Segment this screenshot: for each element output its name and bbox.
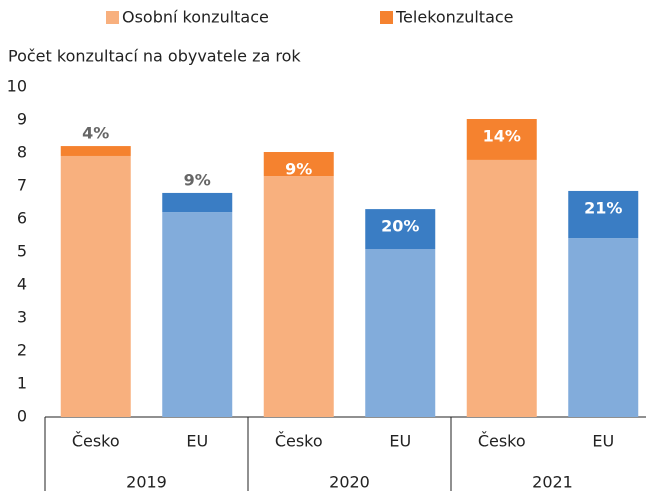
y-tick-label: 0 (17, 407, 27, 426)
bar-segment (466, 159, 537, 417)
y-tick-label: 2 (17, 341, 27, 360)
y-tick-label: 7 (17, 176, 27, 195)
legend-swatch (380, 11, 393, 24)
legend-swatch (106, 11, 119, 24)
bar-segment (263, 152, 334, 177)
y-tick-label: 9 (17, 110, 27, 129)
data-label: 20% (381, 217, 419, 236)
group-label: 2020 (329, 473, 370, 491)
x-tick-label: Česko (275, 432, 323, 451)
data-label: 9% (184, 170, 211, 189)
y-tick-label: 10 (7, 77, 27, 96)
y-tick-label: 4 (17, 275, 27, 294)
data-label: 4% (82, 124, 109, 143)
y-tick-label: 8 (17, 143, 27, 162)
data-label: 9% (285, 160, 312, 179)
y-tick-label: 5 (17, 242, 27, 261)
bar-segment (466, 119, 537, 160)
y-axis-title: Počet konzultací na obyvatele za rok (8, 47, 301, 66)
y-tick-label: 1 (17, 374, 27, 393)
bar-segment (568, 190, 639, 239)
y-tick-label: 3 (17, 308, 27, 327)
bar-segment (60, 146, 131, 156)
bar-segment (60, 155, 131, 417)
data-label: 21% (584, 198, 622, 217)
x-tick-label: Česko (72, 432, 120, 451)
y-tick-label: 6 (17, 209, 27, 228)
bar-segment (263, 176, 334, 417)
bar-segment (365, 249, 436, 417)
group-label: 2021 (532, 473, 573, 491)
group-label: 2019 (126, 473, 167, 491)
legend-label: Telekonzultace (395, 8, 514, 27)
bar-segment (162, 192, 233, 213)
bar-segment (162, 212, 233, 417)
data-label: 14% (483, 127, 521, 146)
x-tick-label: EU (186, 432, 208, 451)
legend-label: Osobní konzultace (122, 8, 269, 27)
x-tick-label: Česko (478, 432, 526, 451)
x-tick-label: EU (389, 432, 411, 451)
bar-segment (568, 238, 639, 417)
bar-segment (365, 209, 436, 250)
x-tick-label: EU (592, 432, 614, 451)
